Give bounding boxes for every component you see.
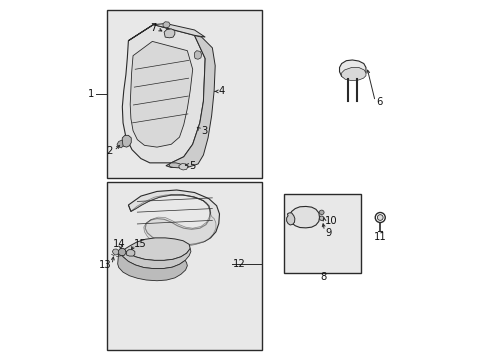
Text: 6: 6 bbox=[375, 97, 382, 107]
Polygon shape bbox=[194, 51, 201, 59]
Polygon shape bbox=[119, 248, 190, 269]
Text: 12: 12 bbox=[233, 259, 245, 269]
Text: 4: 4 bbox=[218, 86, 224, 96]
Polygon shape bbox=[286, 213, 294, 225]
Polygon shape bbox=[128, 190, 219, 245]
Text: 7: 7 bbox=[150, 23, 156, 33]
Polygon shape bbox=[128, 194, 216, 247]
Text: 11: 11 bbox=[373, 232, 386, 242]
Polygon shape bbox=[121, 238, 190, 260]
Polygon shape bbox=[128, 23, 205, 41]
Text: 9: 9 bbox=[325, 228, 331, 238]
Circle shape bbox=[377, 215, 382, 220]
Polygon shape bbox=[126, 249, 135, 256]
Text: 15: 15 bbox=[134, 239, 146, 249]
Text: 13: 13 bbox=[99, 260, 111, 270]
Polygon shape bbox=[341, 67, 365, 81]
Polygon shape bbox=[319, 210, 324, 215]
Polygon shape bbox=[339, 60, 365, 79]
Polygon shape bbox=[179, 163, 188, 170]
Text: 14: 14 bbox=[113, 239, 125, 249]
Polygon shape bbox=[122, 135, 131, 147]
Polygon shape bbox=[122, 24, 205, 163]
Text: 3: 3 bbox=[201, 126, 207, 136]
Text: 5: 5 bbox=[189, 161, 196, 171]
Polygon shape bbox=[163, 22, 170, 28]
Polygon shape bbox=[168, 163, 181, 168]
Polygon shape bbox=[164, 29, 175, 38]
Bar bbox=[107, 182, 262, 350]
Text: 10: 10 bbox=[325, 216, 337, 226]
Bar bbox=[283, 194, 360, 273]
Text: 8: 8 bbox=[319, 272, 325, 282]
Polygon shape bbox=[130, 41, 192, 147]
Polygon shape bbox=[319, 216, 323, 220]
Polygon shape bbox=[117, 140, 123, 148]
Bar bbox=[107, 10, 262, 178]
Polygon shape bbox=[118, 248, 125, 256]
Polygon shape bbox=[118, 251, 187, 281]
Polygon shape bbox=[287, 206, 319, 228]
Polygon shape bbox=[165, 35, 215, 167]
Polygon shape bbox=[112, 249, 119, 255]
Text: 1: 1 bbox=[88, 89, 94, 99]
Text: 2: 2 bbox=[106, 146, 113, 156]
